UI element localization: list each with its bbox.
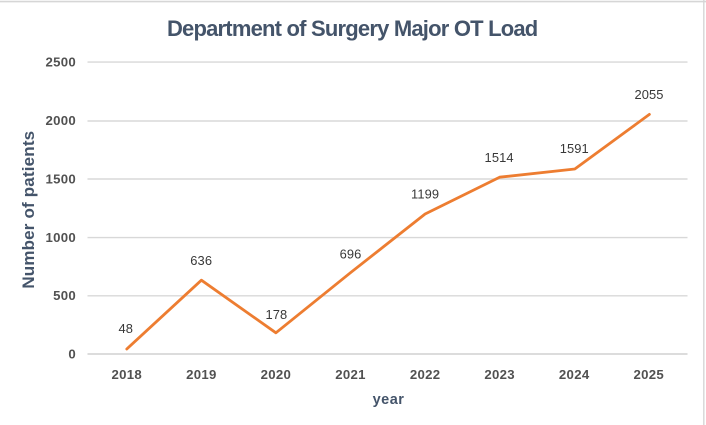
- svg-text:2021: 2021: [335, 367, 366, 382]
- svg-text:2055: 2055: [634, 87, 663, 102]
- svg-text:2018: 2018: [112, 367, 143, 382]
- svg-text:1514: 1514: [485, 150, 514, 165]
- svg-text:1591: 1591: [560, 141, 589, 156]
- svg-text:2024: 2024: [559, 367, 590, 382]
- svg-text:2023: 2023: [484, 367, 515, 382]
- svg-text:2020: 2020: [261, 367, 292, 382]
- svg-text:500: 500: [53, 288, 76, 303]
- svg-text:0: 0: [68, 347, 76, 362]
- svg-text:year: year: [373, 392, 405, 408]
- svg-text:2025: 2025: [634, 367, 665, 382]
- svg-text:Number of patients: Number of patients: [19, 131, 38, 289]
- svg-text:Department of Surgery Major OT: Department of Surgery Major OT Load: [167, 16, 538, 41]
- svg-text:2000: 2000: [45, 113, 76, 128]
- svg-text:48: 48: [119, 321, 134, 336]
- svg-text:1500: 1500: [45, 172, 76, 187]
- svg-text:2022: 2022: [410, 367, 441, 382]
- svg-text:2500: 2500: [45, 55, 76, 70]
- svg-text:2019: 2019: [186, 367, 217, 382]
- svg-text:636: 636: [190, 253, 212, 268]
- svg-text:1199: 1199: [411, 187, 439, 202]
- svg-text:178: 178: [265, 307, 287, 322]
- svg-text:1000: 1000: [45, 230, 76, 245]
- svg-text:696: 696: [340, 247, 362, 262]
